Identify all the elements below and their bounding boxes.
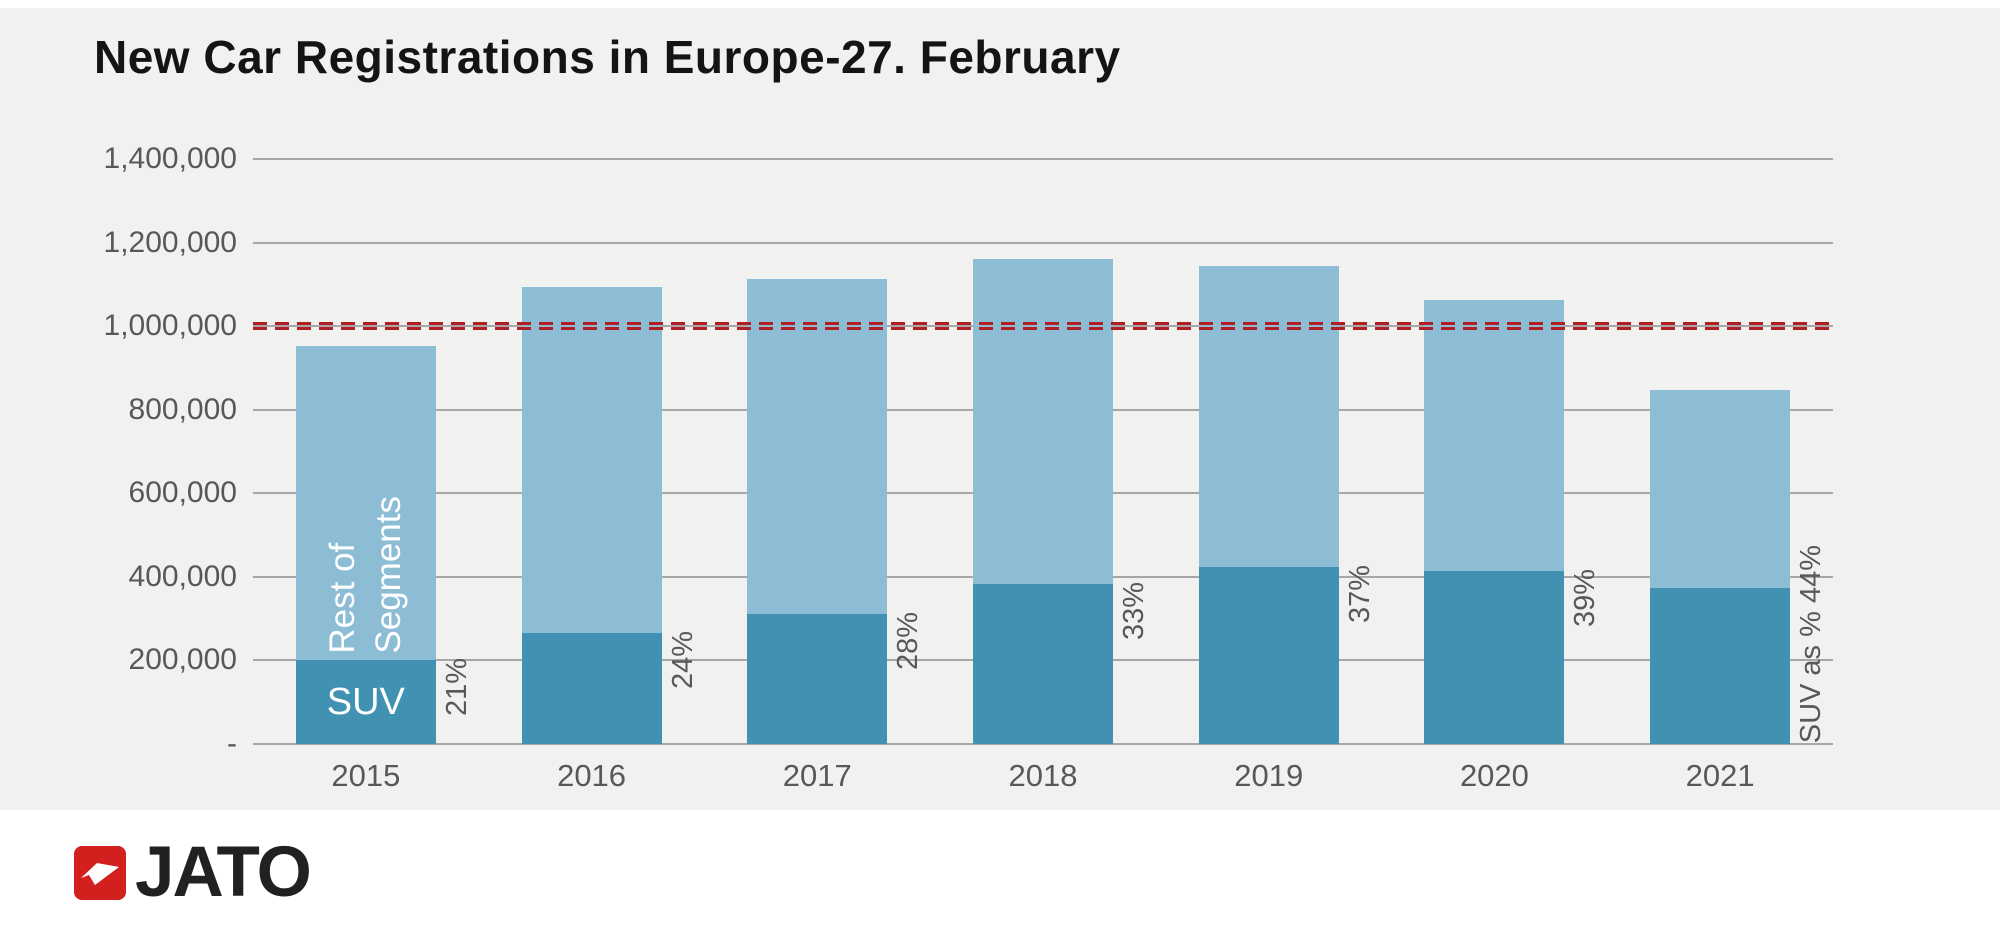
y-tick-label: 1,200,000 bbox=[103, 225, 237, 259]
bar-2016 bbox=[521, 286, 662, 744]
suv-label: SUV bbox=[326, 680, 405, 723]
bar-segment-rest-2020 bbox=[1424, 299, 1565, 572]
bar-segment-rest-2017 bbox=[747, 279, 888, 615]
x-tick-label-2016: 2016 bbox=[557, 758, 627, 793]
bar-segment-suv-2021 bbox=[1650, 588, 1791, 744]
bar-segment-suv-2017 bbox=[747, 614, 888, 744]
bar-segment-suv-2019 bbox=[1198, 566, 1339, 744]
x-tick-label-2015: 2015 bbox=[331, 758, 401, 793]
x-tick-label-2017: 2017 bbox=[782, 758, 852, 793]
chart-title: New Car Registrations in Europe-27. Febr… bbox=[94, 31, 1121, 83]
x-tick-label-2018: 2018 bbox=[1008, 758, 1078, 793]
bar-2015: Rest of Segments SUV bbox=[295, 345, 436, 744]
rest-of-segments-label: Rest of Segments bbox=[296, 496, 436, 654]
bar-segment-rest-2021 bbox=[1650, 389, 1791, 589]
suv-share-label-2020: 39% bbox=[1569, 569, 1602, 628]
bar-segment-rest-2016 bbox=[521, 286, 662, 633]
suv-share-label-2019: 37% bbox=[1343, 564, 1376, 623]
x-tick-label-2021: 2021 bbox=[1685, 758, 1755, 793]
suv-share-label-2017: 28% bbox=[892, 612, 925, 671]
suv-share-label-2021: SUV as % 44% bbox=[1795, 544, 1828, 743]
suv-share-label-2016: 24% bbox=[666, 630, 699, 689]
y-tick-label: 600,000 bbox=[128, 476, 237, 510]
bar-segment-rest-2019 bbox=[1198, 265, 1339, 567]
jato-logo: JATO bbox=[74, 833, 312, 912]
bar-segment-suv-2015 bbox=[295, 660, 436, 744]
rest-of-segments-label-text: Rest of Segments bbox=[322, 495, 408, 654]
bar-2019 bbox=[1198, 265, 1339, 744]
plot-area: Rest of Segments SUV 21% 24% 28% 33% 37% 39% SUV… bbox=[253, 158, 1833, 745]
gridline-0 bbox=[253, 743, 1833, 745]
y-tick-label: 200,000 bbox=[128, 643, 237, 677]
bar-2020 bbox=[1424, 299, 1565, 744]
bar-2017 bbox=[747, 279, 888, 744]
bar-segment-rest-2015 bbox=[295, 345, 436, 661]
y-tick-label: 400,000 bbox=[128, 559, 237, 593]
bar-segment-suv-2016 bbox=[521, 632, 662, 744]
reference-line-1m bbox=[253, 322, 1833, 331]
y-tick-label: - bbox=[227, 727, 237, 760]
y-tick-label: 800,000 bbox=[128, 392, 237, 426]
gridline-1200000 bbox=[253, 241, 1833, 244]
y-tick-label: 1,400,000 bbox=[103, 142, 237, 175]
x-tick-label-2019: 2019 bbox=[1234, 758, 1304, 793]
x-tick-label-2020: 2020 bbox=[1459, 758, 1529, 793]
gridline-1400000 bbox=[253, 158, 1833, 160]
jato-arrow-icon bbox=[74, 846, 126, 900]
suv-share-label-2015: 21% bbox=[440, 658, 473, 717]
bar-2021 bbox=[1650, 389, 1791, 744]
bar-2018 bbox=[973, 259, 1113, 744]
bar-segment-suv-2020 bbox=[1424, 571, 1565, 744]
bar-segment-rest-2018 bbox=[973, 259, 1113, 584]
suv-share-label-2018: 33% bbox=[1118, 581, 1150, 640]
bar-segment-suv-2018 bbox=[973, 583, 1113, 744]
y-tick-label: 1,000,000 bbox=[103, 309, 237, 343]
logo-wordmark: JATO bbox=[135, 833, 312, 912]
